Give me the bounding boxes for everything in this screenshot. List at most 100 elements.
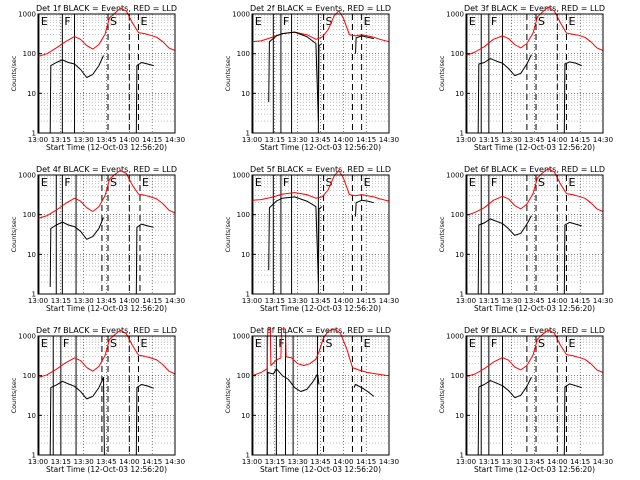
x-tick-label: 14:30 [165, 136, 185, 144]
x-tick-label: 13:00 [456, 458, 476, 466]
y-tick-label: 10 [241, 251, 250, 259]
series-lld [465, 168, 604, 217]
x-tick-label: 13:15 [265, 297, 285, 305]
panel-title: Det 1f BLACK = Events, RED = LLD [36, 4, 177, 13]
x-tick-label: 14:15 [356, 297, 376, 305]
marker-label: S [326, 176, 333, 189]
x-tick-label: 14:00 [119, 297, 139, 305]
y-tick-label: 100 [451, 50, 464, 58]
marker-label: E [255, 15, 262, 28]
y-tick-label: 10 [455, 90, 464, 98]
y-tick-label: 10 [241, 412, 250, 420]
x-tick-label: 14:15 [570, 297, 590, 305]
y-tick-label: 1000 [18, 333, 36, 341]
panel-title: Det 8f BLACK = Events, RED = LLD [250, 326, 391, 335]
marker-label: E [364, 15, 371, 28]
marker-label: S [326, 15, 333, 28]
y-tick-label: 10 [455, 412, 464, 420]
y-axis-label: Counts/sec [224, 216, 232, 252]
y-tick-label: 1000 [232, 333, 250, 341]
series-lld [465, 6, 604, 56]
marker-label: E [568, 15, 575, 28]
panel-title: Det 3f BLACK = Events, RED = LLD [464, 4, 605, 13]
x-tick-label: 13:30 [502, 458, 522, 466]
x-tick-label: 13:30 [288, 297, 308, 305]
series-events [477, 215, 532, 295]
x-axis-label: Start Time (12-Oct-03 12:56:20) [474, 143, 595, 152]
marker-label: E [255, 176, 262, 189]
x-tick-label: 13:00 [242, 136, 262, 144]
x-axis-label: Start Time (12-Oct-03 12:56:20) [474, 304, 595, 313]
x-tick-label: 13:30 [502, 297, 522, 305]
series-events [563, 61, 582, 134]
y-axis-label: Counts/sec [10, 377, 18, 413]
plot-frame [37, 13, 176, 134]
marker-label: E [364, 176, 371, 189]
series-events [563, 221, 582, 295]
series-lld [37, 170, 176, 219]
x-tick-label: 13:15 [479, 297, 499, 305]
panel-3: Det 3f BLACK = Events, RED = LLD E F S E 1 10 1… [438, 4, 613, 152]
x-axis-label: Start Time (12-Oct-03 12:56:20) [260, 465, 381, 474]
x-tick-label: 13:00 [242, 297, 262, 305]
y-tick-label: 100 [451, 372, 464, 380]
y-tick-label: 10 [241, 90, 250, 98]
marker-label: E [469, 337, 476, 350]
marker-label: S [538, 176, 545, 189]
series-events [135, 384, 154, 456]
x-tick-label: 14:30 [379, 297, 399, 305]
x-tick-label: 14:30 [593, 458, 613, 466]
series-events [49, 217, 104, 288]
y-tick-label: 1000 [18, 11, 36, 19]
x-tick-label: 14:00 [119, 136, 139, 144]
y-tick-label: 1 [32, 291, 36, 299]
panel-5: Det 5f BLACK = Events, RED = LLD E F S E 1 10 1… [224, 165, 399, 313]
x-tick-label: 13:30 [74, 297, 94, 305]
y-tick-label: 100 [237, 211, 250, 219]
y-tick-label: 1000 [446, 333, 464, 341]
x-tick-label: 14:00 [119, 458, 139, 466]
series-events [353, 384, 375, 397]
x-tick-label: 14:15 [356, 458, 376, 466]
marker-label: E [568, 337, 575, 350]
marker-label: S [110, 337, 117, 350]
marker-label: S [326, 337, 333, 350]
x-tick-label: 14:30 [165, 458, 185, 466]
plot-frame [465, 335, 604, 456]
panel-7: Det 7f BLACK = Events, RED = LLD E F S E 1 10 1… [10, 326, 185, 474]
x-tick-label: 13:00 [28, 458, 48, 466]
x-tick-label: 14:15 [356, 136, 376, 144]
x-axis-label: Start Time (12-Oct-03 12:56:20) [46, 304, 167, 313]
series-lld [465, 329, 604, 378]
x-tick-label: 13:15 [265, 136, 285, 144]
y-tick-label: 10 [27, 90, 36, 98]
x-tick-label: 14:15 [142, 136, 162, 144]
series-events [355, 35, 374, 54]
series-events [49, 55, 104, 134]
x-tick-label: 14:00 [547, 458, 567, 466]
series-events [268, 196, 323, 283]
marker-label: F [64, 15, 70, 28]
x-tick-label: 13:00 [28, 136, 48, 144]
x-tick-label: 13:00 [456, 297, 476, 305]
series-events [355, 199, 374, 217]
marker-label: E [568, 176, 575, 189]
series-events [266, 368, 320, 456]
x-tick-label: 13:45 [310, 136, 330, 144]
x-tick-label: 13:30 [502, 136, 522, 144]
marker-label: E [140, 15, 147, 28]
marker-label: E [41, 176, 48, 189]
marker-label: E [469, 176, 476, 189]
marker-label: E [41, 337, 48, 350]
y-axis-label: Counts/sec [224, 377, 232, 413]
x-tick-label: 14:00 [547, 297, 567, 305]
y-tick-label: 1 [32, 452, 36, 460]
x-tick-label: 13:30 [74, 136, 94, 144]
marker-label: F [63, 337, 69, 350]
y-tick-label: 1 [246, 452, 250, 460]
panel-title: Det 9f BLACK = Events, RED = LLD [464, 326, 605, 335]
y-axis-label: Counts/sec [224, 55, 232, 91]
